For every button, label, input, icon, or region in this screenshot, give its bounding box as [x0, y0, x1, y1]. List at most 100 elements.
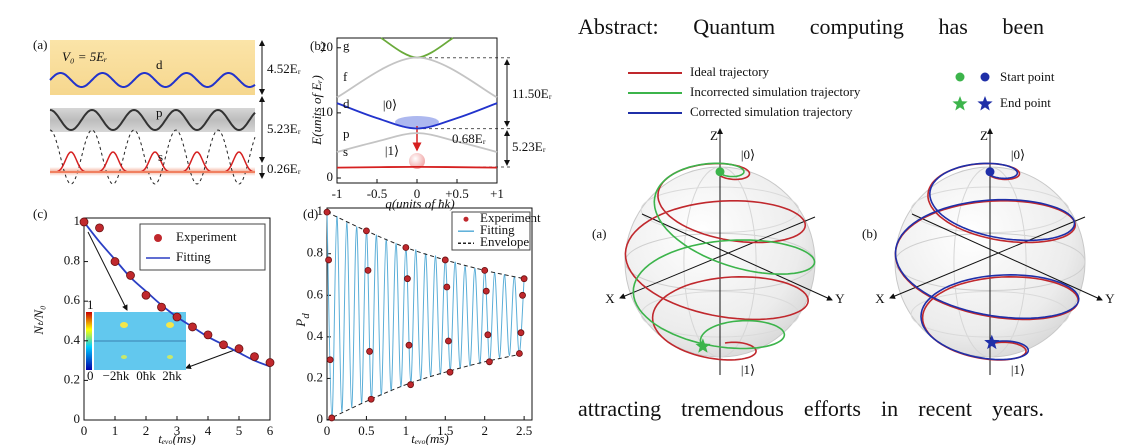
legend-label: Experiment: [480, 210, 541, 225]
data-point: [484, 331, 492, 339]
colorbar: [86, 312, 92, 370]
data-point: [265, 358, 275, 367]
bloch-sphere: (a) Z X Y |0⟩ |1⟩: [592, 128, 845, 377]
x-tick-label: -0.5: [367, 186, 388, 201]
legend-label: Ideal trajectory: [690, 64, 770, 79]
y-tick-label: 0.4: [307, 328, 324, 343]
chart: -1 -0.5 0 +0.5 +1 0 10 20(b) q(units of ħk) E(uni…: [309, 37, 552, 211]
pointer: [185, 347, 241, 370]
x-tick-label: 1: [403, 423, 410, 438]
panel-b-decor: [395, 57, 510, 169]
data-point: [446, 368, 454, 376]
state-glyph: [395, 116, 439, 128]
y-axis-label: E(units of Eᵣ): [309, 75, 324, 146]
data-point: [367, 395, 375, 403]
series-line: [380, 37, 454, 59]
band-label: d: [156, 57, 163, 72]
axis: [641, 213, 833, 301]
start-point: [985, 167, 995, 177]
data-point: [141, 290, 151, 300]
legend-swatch: [463, 216, 469, 222]
data-point: [482, 287, 490, 295]
y-tick-label: 0: [74, 411, 81, 426]
series-line: [336, 102, 498, 130]
state-label: |0⟩: [741, 147, 755, 162]
data-point: [188, 322, 197, 332]
series-line: [336, 56, 498, 99]
annotation: 0.68Eᵣ: [452, 131, 486, 146]
data-point: [443, 283, 451, 291]
y-tick-label: 0.8: [307, 245, 323, 260]
data-point: [407, 381, 414, 389]
data-point: [517, 329, 525, 337]
legend-label: Start point: [1000, 69, 1055, 84]
data-point: [405, 341, 413, 349]
x-tick-label: 1.5: [437, 423, 453, 438]
inset: 1 0 −2ħk 0ħk 2ħk: [86, 231, 241, 383]
y-axis-label-sub: d: [300, 313, 312, 319]
x-axis-label: tₑᵥₒ(ms): [411, 431, 448, 445]
x-tick-label: 0: [414, 186, 421, 201]
y-axis-label: Pd: [293, 313, 312, 328]
legend-label: Envelope: [480, 234, 529, 249]
state-label: |0⟩: [1011, 147, 1025, 162]
series-line: [336, 165, 498, 169]
data-point: [486, 358, 493, 366]
data-point: [515, 350, 523, 357]
y-tick-label: 0.2: [307, 369, 323, 384]
legend-start-dot: [980, 72, 990, 82]
chart: 0 0.5 1 1.5 2 2.500.20.40.60.81(d)tₑᵥₒ(ms)PdE…: [293, 203, 541, 445]
colorbar-label: 0: [87, 368, 94, 383]
y-tick-label: 0: [317, 411, 324, 426]
wave-d: [49, 72, 256, 88]
x-tick-label: 0.5: [358, 423, 374, 438]
y-tick-label: 20: [320, 39, 333, 54]
plot-frame: [326, 207, 533, 421]
band-label: p: [343, 126, 350, 141]
data-point: [219, 340, 228, 350]
y-tick-label: 1: [317, 203, 324, 218]
x-axis-label: q(units of ħk): [385, 196, 454, 211]
y-tick-label: 0.6: [307, 286, 324, 301]
panel-label: (a): [33, 37, 47, 52]
inset-tick: 2ħk: [162, 368, 182, 383]
data-point: [402, 244, 410, 251]
panel-label: (c): [33, 206, 47, 221]
legend-label: Experiment: [176, 229, 237, 244]
abstract-line: attracting tremendous efforts in recent …: [578, 396, 1044, 421]
legend-end-star: [952, 96, 968, 111]
x-tick-label: -1: [332, 186, 343, 201]
x-tick-label: 3: [174, 423, 181, 438]
data-point: [520, 275, 528, 283]
axis: [889, 216, 1086, 299]
end-point: [695, 338, 711, 353]
data-point: [481, 266, 489, 274]
axis-label: X: [875, 291, 885, 306]
data-point: [445, 337, 452, 345]
data-point: [326, 356, 334, 364]
x-tick-label: +0.5: [445, 186, 469, 201]
series-line: [336, 132, 498, 153]
x-tick-label: 2: [143, 423, 150, 438]
state-glyph: [409, 153, 425, 169]
y-tick-label: 1: [74, 213, 81, 228]
state-label: |1⟩: [1011, 362, 1025, 377]
data-point: [203, 330, 213, 340]
x-tick-label: +1: [490, 186, 504, 201]
gap-label: 0.26Eᵣ: [267, 161, 301, 176]
inset-spot: [167, 355, 173, 359]
x-tick-label: 0: [81, 423, 88, 438]
legend-start-dot: [955, 72, 965, 82]
y-tick-label: 10: [320, 104, 333, 119]
legend-swatch: [154, 234, 162, 242]
y-tick-label: 0.2: [64, 371, 80, 386]
end-point: [984, 334, 1000, 350]
panel-label: (a): [592, 226, 606, 241]
legend-label: Incorrected simulation trajectory: [690, 84, 861, 99]
data-point: [519, 291, 526, 299]
data-point: [157, 302, 166, 312]
data-point: [404, 275, 411, 283]
annotation: |1⟩: [385, 143, 399, 158]
axis-label: Y: [1105, 291, 1115, 306]
